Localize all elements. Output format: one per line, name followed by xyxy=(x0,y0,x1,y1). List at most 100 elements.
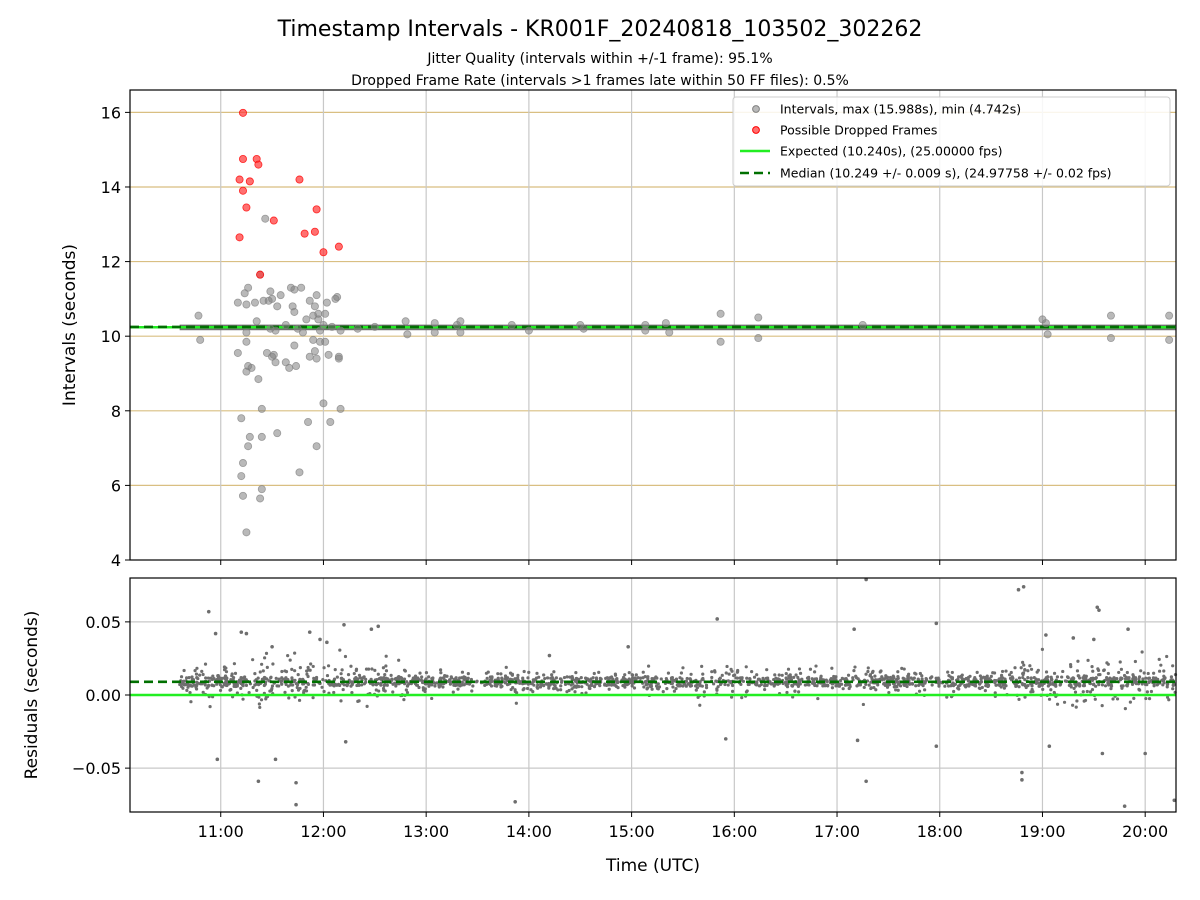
residual-cloud-point xyxy=(702,690,706,694)
residual-cloud-point xyxy=(281,677,285,681)
residual-cloud-point xyxy=(1041,687,1045,691)
residual-cloud-point xyxy=(891,677,895,681)
interval-point xyxy=(333,293,342,302)
residual-cloud-point xyxy=(570,687,574,691)
intervals-y-tick-label: 8 xyxy=(111,402,121,421)
residual-cloud-point xyxy=(1011,676,1015,680)
residual-cloud-point xyxy=(485,676,489,680)
residual-cloud-point xyxy=(1167,698,1171,702)
residual-cloud-point xyxy=(636,676,640,680)
residual-cloud-point xyxy=(616,686,620,690)
residual-point xyxy=(307,630,312,634)
interval-point xyxy=(273,302,282,311)
residual-cloud-point xyxy=(185,676,189,680)
residual-cloud-point xyxy=(500,678,504,682)
residual-cloud-point xyxy=(263,682,267,686)
residual-cloud-point xyxy=(694,688,698,692)
residual-cloud-point xyxy=(973,676,977,680)
residual-cloud-point xyxy=(698,703,702,707)
residual-cloud-point xyxy=(312,676,316,680)
residual-cloud-point xyxy=(1044,676,1048,680)
residual-cloud-point xyxy=(813,670,817,674)
residual-cloud-point xyxy=(1014,684,1018,688)
residual-cloud-point xyxy=(1017,685,1021,689)
x-tick-label: 13:00 xyxy=(403,822,449,841)
interval-point xyxy=(254,375,263,384)
residual-cloud-point xyxy=(755,680,759,684)
residual-cloud-point xyxy=(206,676,210,680)
residual-cloud-point xyxy=(402,677,407,681)
residual-cloud-point xyxy=(391,690,395,694)
residual-cloud-point xyxy=(210,677,214,682)
residual-cloud-point xyxy=(769,682,773,686)
residual-point xyxy=(215,757,220,762)
residual-cloud-point xyxy=(419,678,423,682)
intervals-y-tick-label: 6 xyxy=(111,476,121,495)
residual-point xyxy=(1071,636,1076,640)
residual-cloud-point xyxy=(1155,683,1159,687)
residual-cloud-point xyxy=(1125,670,1129,675)
residual-cloud-point xyxy=(957,675,961,679)
interval-point xyxy=(244,283,253,292)
residual-cloud-point xyxy=(462,683,466,687)
residual-cloud-point xyxy=(830,677,834,681)
residual-cloud-point xyxy=(1075,669,1080,673)
residual-cloud-point xyxy=(341,687,345,692)
residual-cloud-point xyxy=(265,665,269,669)
residual-cloud-point xyxy=(797,667,802,671)
residual-point xyxy=(1021,584,1026,589)
legend: Intervals, max (15.988s), min (4.742s) P… xyxy=(732,96,1171,187)
residual-point xyxy=(1097,608,1101,612)
residual-cloud-point xyxy=(361,675,365,680)
residual-cloud-point xyxy=(364,667,369,671)
residual-cloud-point xyxy=(544,682,548,686)
residual-cloud-point xyxy=(999,676,1003,680)
residual-cloud-point xyxy=(333,682,337,686)
residual-cloud-point xyxy=(733,673,737,677)
residual-cloud-point xyxy=(1142,671,1146,675)
residual-cloud-point xyxy=(789,678,794,682)
residual-cloud-point xyxy=(1143,682,1148,687)
legend-expected-label: Expected (10.240s), (25.00000 fps) xyxy=(780,144,1002,159)
interval-point xyxy=(641,326,650,335)
residual-cloud-point xyxy=(1132,696,1136,700)
residual-cloud-point xyxy=(989,674,993,678)
residual-cloud-point xyxy=(613,673,618,677)
residual-cloud-point xyxy=(1088,690,1093,694)
residual-cloud-point xyxy=(1051,681,1055,685)
residual-cloud-point xyxy=(685,676,689,681)
residual-cloud-point xyxy=(1023,695,1027,699)
residual-cloud-point xyxy=(275,684,279,688)
residual-cloud-point xyxy=(659,677,663,681)
residual-cloud-point xyxy=(290,676,294,680)
residual-cloud-point xyxy=(178,682,182,687)
residual-cloud-point xyxy=(352,671,356,676)
residual-cloud-point xyxy=(1001,683,1005,687)
residual-cloud-point xyxy=(194,672,199,676)
residual-cloud-point xyxy=(312,683,317,687)
residual-cloud-point xyxy=(1105,661,1109,665)
interval-point xyxy=(401,317,410,326)
residual-cloud-point xyxy=(1128,700,1132,704)
residual-cloud-point xyxy=(1147,680,1151,684)
residual-point xyxy=(213,631,218,636)
residual-cloud-point xyxy=(823,684,827,688)
residual-cloud-point xyxy=(864,682,868,686)
residual-cloud-point xyxy=(456,687,460,691)
residual-cloud-point xyxy=(1157,657,1161,661)
residual-cloud-point xyxy=(649,684,654,688)
residual-cloud-point xyxy=(554,676,558,680)
residual-cloud-point xyxy=(604,676,608,680)
residual-point xyxy=(1143,751,1147,756)
residual-cloud-point xyxy=(1133,680,1137,684)
residual-cloud-point xyxy=(1047,697,1052,701)
residual-cloud-point xyxy=(748,677,752,681)
residual-cloud-point xyxy=(666,671,671,675)
residual-cloud-point xyxy=(321,678,325,682)
residual-cloud-point xyxy=(1152,684,1156,688)
residual-cloud-point xyxy=(730,683,735,688)
residual-cloud-point xyxy=(283,669,287,673)
residual-cloud-point xyxy=(1107,678,1111,683)
residual-cloud-point xyxy=(1090,687,1095,692)
residual-cloud-point xyxy=(225,679,229,683)
